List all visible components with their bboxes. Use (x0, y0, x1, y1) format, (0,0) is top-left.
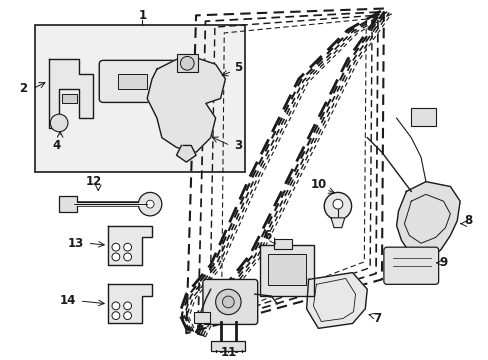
Text: 11: 11 (220, 346, 236, 359)
Circle shape (324, 192, 351, 220)
Bar (62, 94, 77, 103)
Circle shape (112, 253, 120, 261)
FancyBboxPatch shape (383, 247, 438, 284)
Text: 12: 12 (85, 175, 102, 188)
Text: 7: 7 (372, 312, 380, 325)
Circle shape (222, 296, 234, 308)
FancyBboxPatch shape (203, 279, 257, 324)
Text: 13: 13 (67, 237, 83, 250)
Polygon shape (147, 54, 225, 152)
Bar (194, 312, 209, 324)
Bar (176, 54, 198, 72)
Circle shape (123, 243, 131, 251)
Circle shape (112, 302, 120, 310)
Circle shape (146, 200, 154, 208)
Text: 10: 10 (309, 178, 326, 191)
FancyBboxPatch shape (99, 60, 195, 102)
Polygon shape (108, 284, 152, 324)
Text: 4: 4 (52, 139, 60, 152)
Bar (35, 25, 244, 172)
Circle shape (112, 312, 120, 320)
Polygon shape (396, 182, 459, 260)
Polygon shape (306, 273, 366, 328)
Polygon shape (108, 226, 152, 265)
Circle shape (138, 192, 162, 216)
Polygon shape (49, 59, 93, 128)
Circle shape (123, 253, 131, 261)
Bar (274, 239, 291, 249)
Polygon shape (176, 145, 196, 162)
Circle shape (332, 199, 342, 209)
Circle shape (215, 289, 241, 315)
Text: 8: 8 (463, 214, 471, 227)
Circle shape (123, 302, 131, 310)
Bar (210, 341, 244, 351)
Text: 2: 2 (19, 82, 27, 95)
Circle shape (180, 57, 194, 70)
FancyBboxPatch shape (259, 245, 314, 296)
Text: 6: 6 (263, 229, 271, 242)
Circle shape (112, 243, 120, 251)
Text: 1: 1 (138, 9, 146, 22)
Text: 5: 5 (234, 61, 242, 74)
Polygon shape (330, 218, 344, 228)
Bar (118, 74, 147, 89)
Text: 3: 3 (234, 139, 242, 152)
FancyBboxPatch shape (268, 254, 305, 285)
Bar (410, 108, 435, 126)
Circle shape (123, 312, 131, 320)
Circle shape (50, 114, 68, 132)
Bar (59, 196, 77, 212)
Text: 14: 14 (59, 294, 76, 307)
Text: 9: 9 (439, 256, 447, 269)
